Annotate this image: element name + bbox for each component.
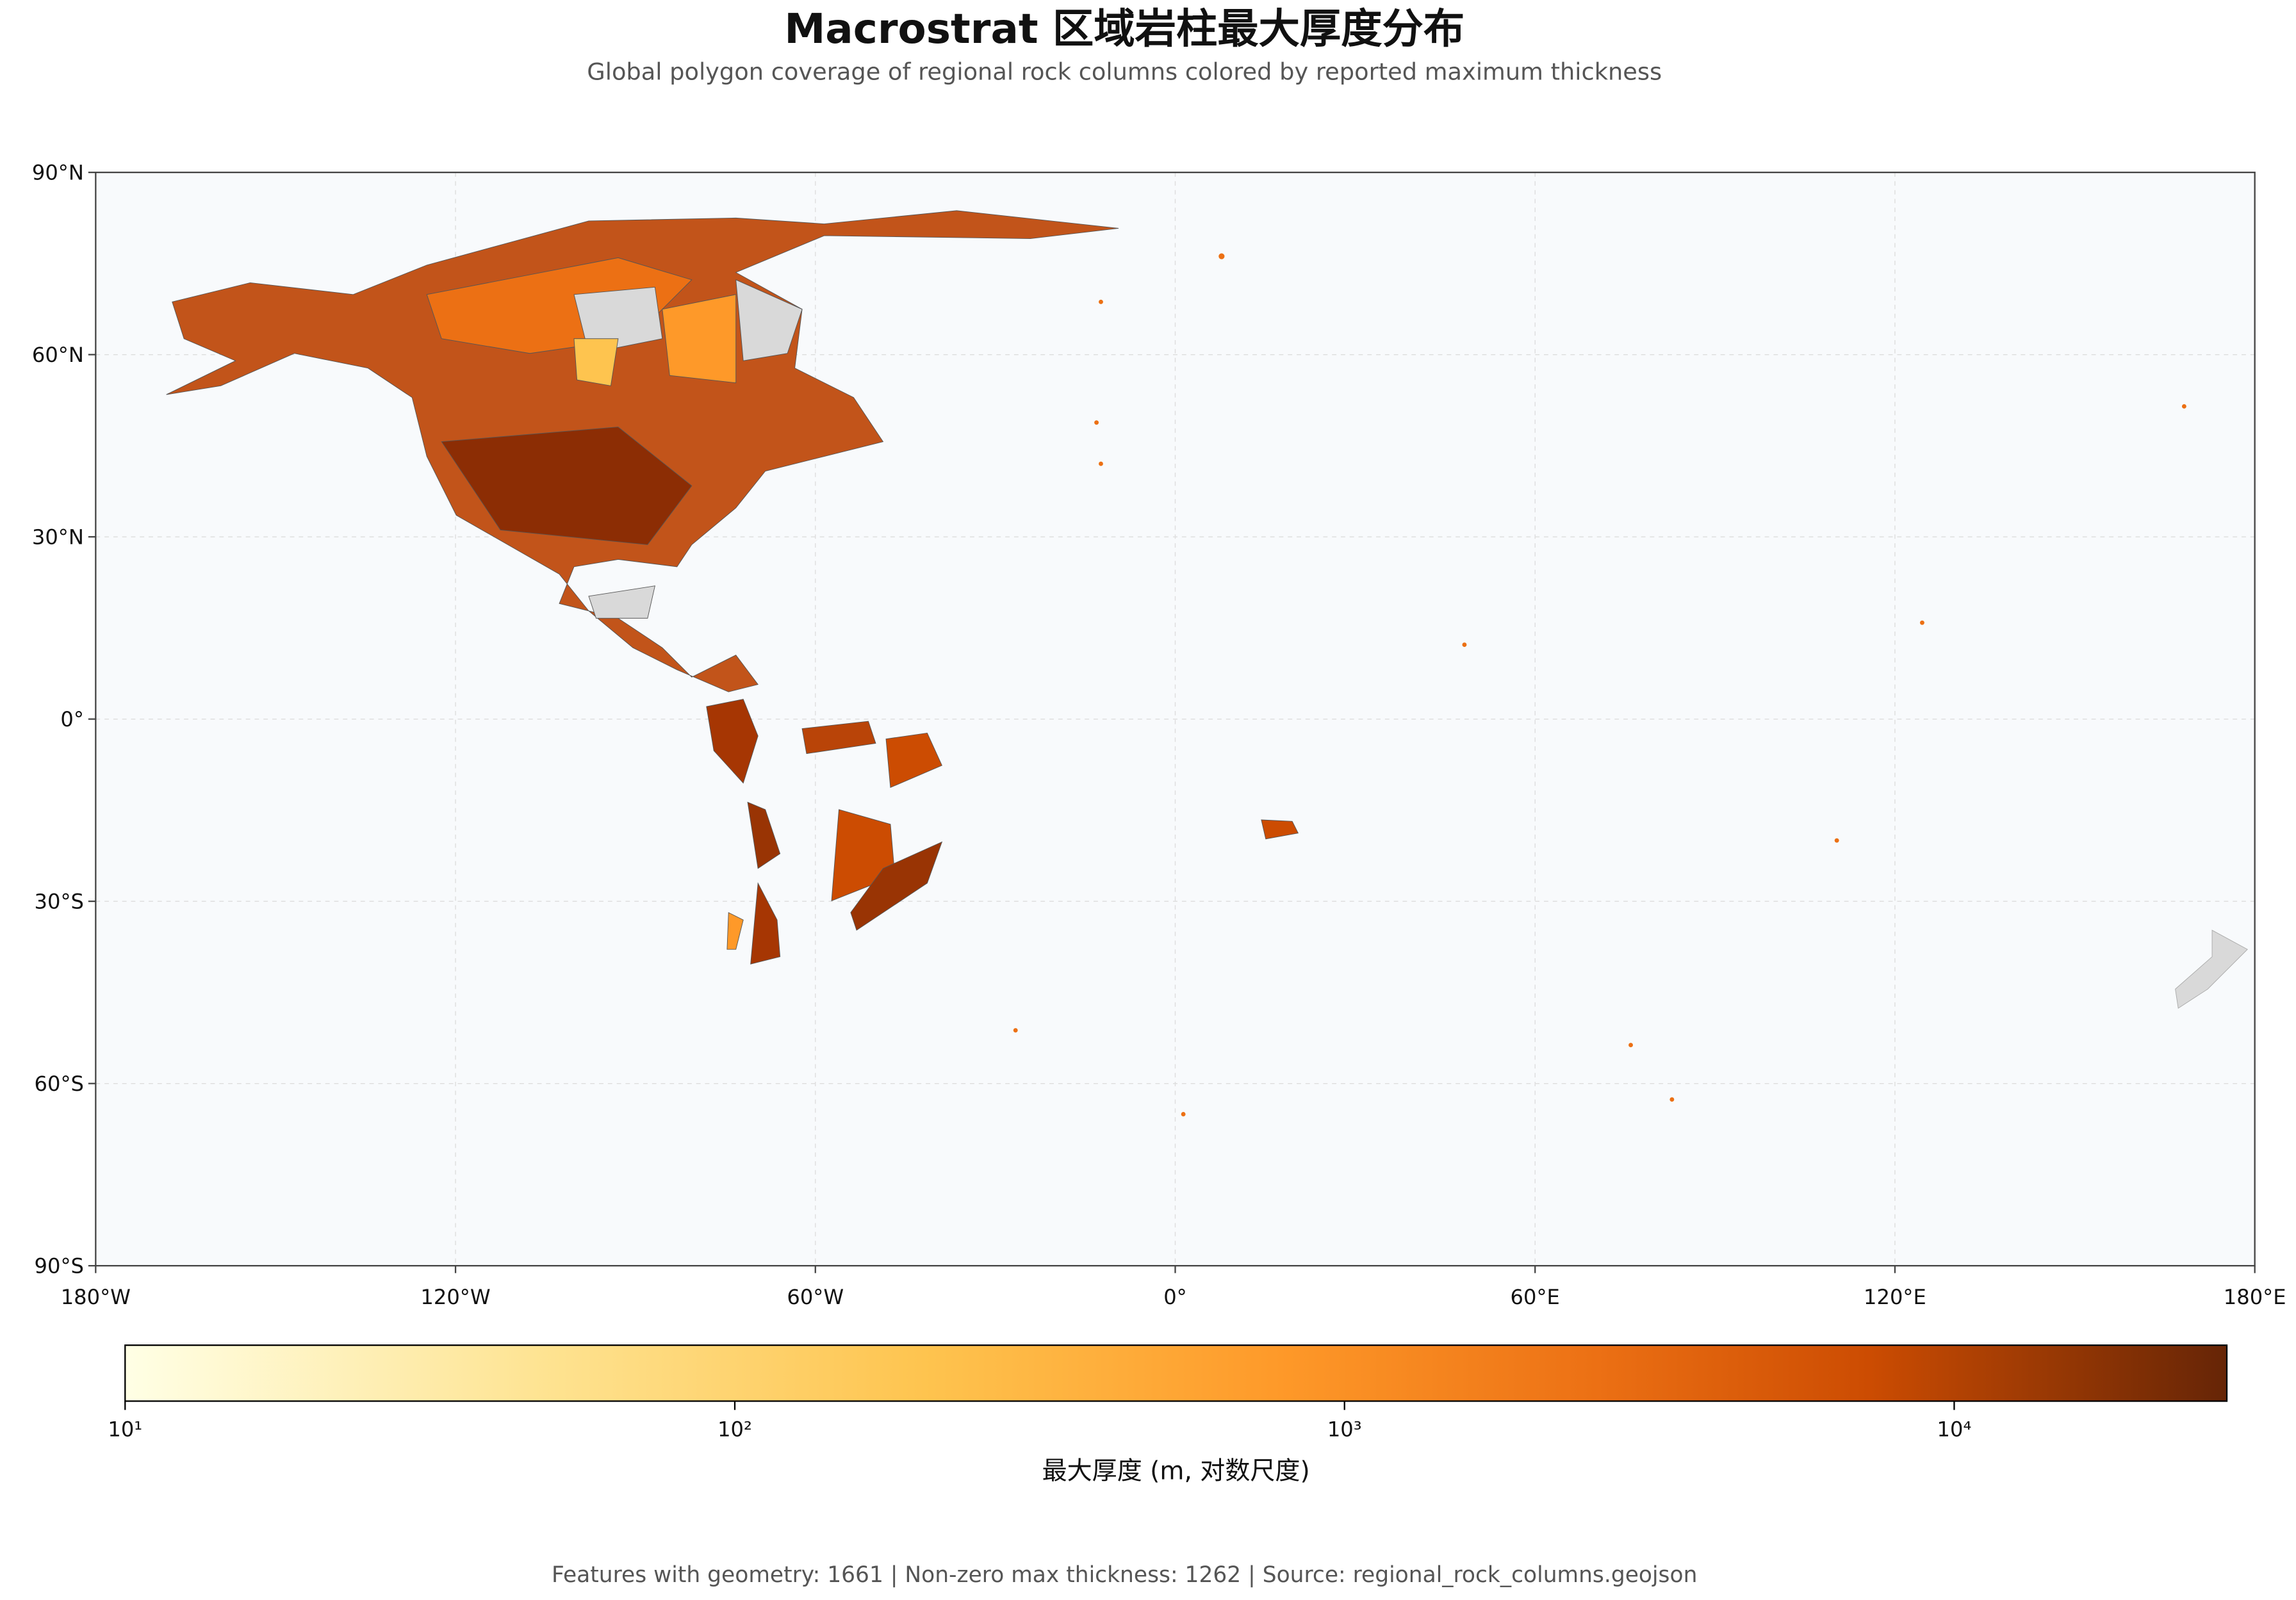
- colorbar-label: 最大厚度 (m, 对数尺度): [1042, 1457, 1310, 1485]
- y-tick-label: 60°N: [32, 343, 84, 367]
- point-region: [1218, 253, 1225, 259]
- island: [1261, 819, 1299, 840]
- x-tick-label: 60°W: [787, 1285, 844, 1309]
- y-tick-label: 90°N: [32, 161, 84, 185]
- point-region: [1094, 420, 1099, 425]
- point-region: [1920, 620, 1924, 625]
- point-region: [1834, 838, 1839, 843]
- y-tick-label: 30°S: [35, 890, 84, 914]
- south-america-piece: [706, 699, 758, 784]
- y-tick-label: 0°: [60, 707, 84, 731]
- region-patch: [662, 294, 737, 384]
- chart-subtitle: Global polygon coverage of regional rock…: [587, 58, 1662, 85]
- x-tick-label: 180°W: [61, 1285, 131, 1309]
- south-america-piece: [750, 882, 781, 965]
- region-patch: [573, 338, 619, 386]
- point-region: [1462, 642, 1467, 648]
- south-america-piece: [747, 801, 781, 869]
- point-region: [1099, 461, 1103, 466]
- chart-title: Macrostrat 区域岩柱最大厚度分布: [784, 5, 1464, 53]
- y-tick-label: 30°N: [32, 525, 84, 550]
- x-tick-label: 180°E: [2224, 1285, 2286, 1309]
- x-tick-label: 120°E: [1864, 1285, 1926, 1309]
- y-tick-label: 60°S: [35, 1072, 84, 1096]
- colorbar: [124, 1344, 2228, 1402]
- footer: Features with geometry: 1661 | Non-zero …: [552, 1562, 1697, 1588]
- point-region: [1013, 1028, 1018, 1033]
- region-patch: [441, 427, 693, 545]
- point-region: [1669, 1097, 1675, 1102]
- colorbar-tick-label: 10²: [718, 1417, 752, 1442]
- colorbar-tick-label: 10³: [1327, 1417, 1362, 1442]
- africa-piece: [850, 841, 943, 931]
- colorbar-tick-label: 10¹: [108, 1417, 142, 1442]
- africa-piece: [801, 721, 876, 755]
- island-nodata: [2175, 929, 2248, 1009]
- regions: [166, 210, 2248, 1116]
- region-patch: [588, 585, 655, 619]
- point-region: [1628, 1043, 1634, 1047]
- x-tick-label: 0°: [1163, 1285, 1187, 1309]
- colorbar-tick-label: 10⁴: [1937, 1417, 1972, 1442]
- africa-piece: [885, 732, 942, 788]
- x-tick-label: 120°W: [420, 1285, 490, 1309]
- point-region: [1181, 1112, 1186, 1116]
- south-america-piece: [726, 912, 744, 950]
- y-tick-label: 90°S: [35, 1254, 84, 1278]
- point-region: [1099, 299, 1103, 304]
- region-patch: [573, 286, 663, 354]
- x-tick-label: 60°E: [1511, 1285, 1560, 1309]
- region-patch: [735, 279, 803, 361]
- point-region: [2181, 404, 2186, 409]
